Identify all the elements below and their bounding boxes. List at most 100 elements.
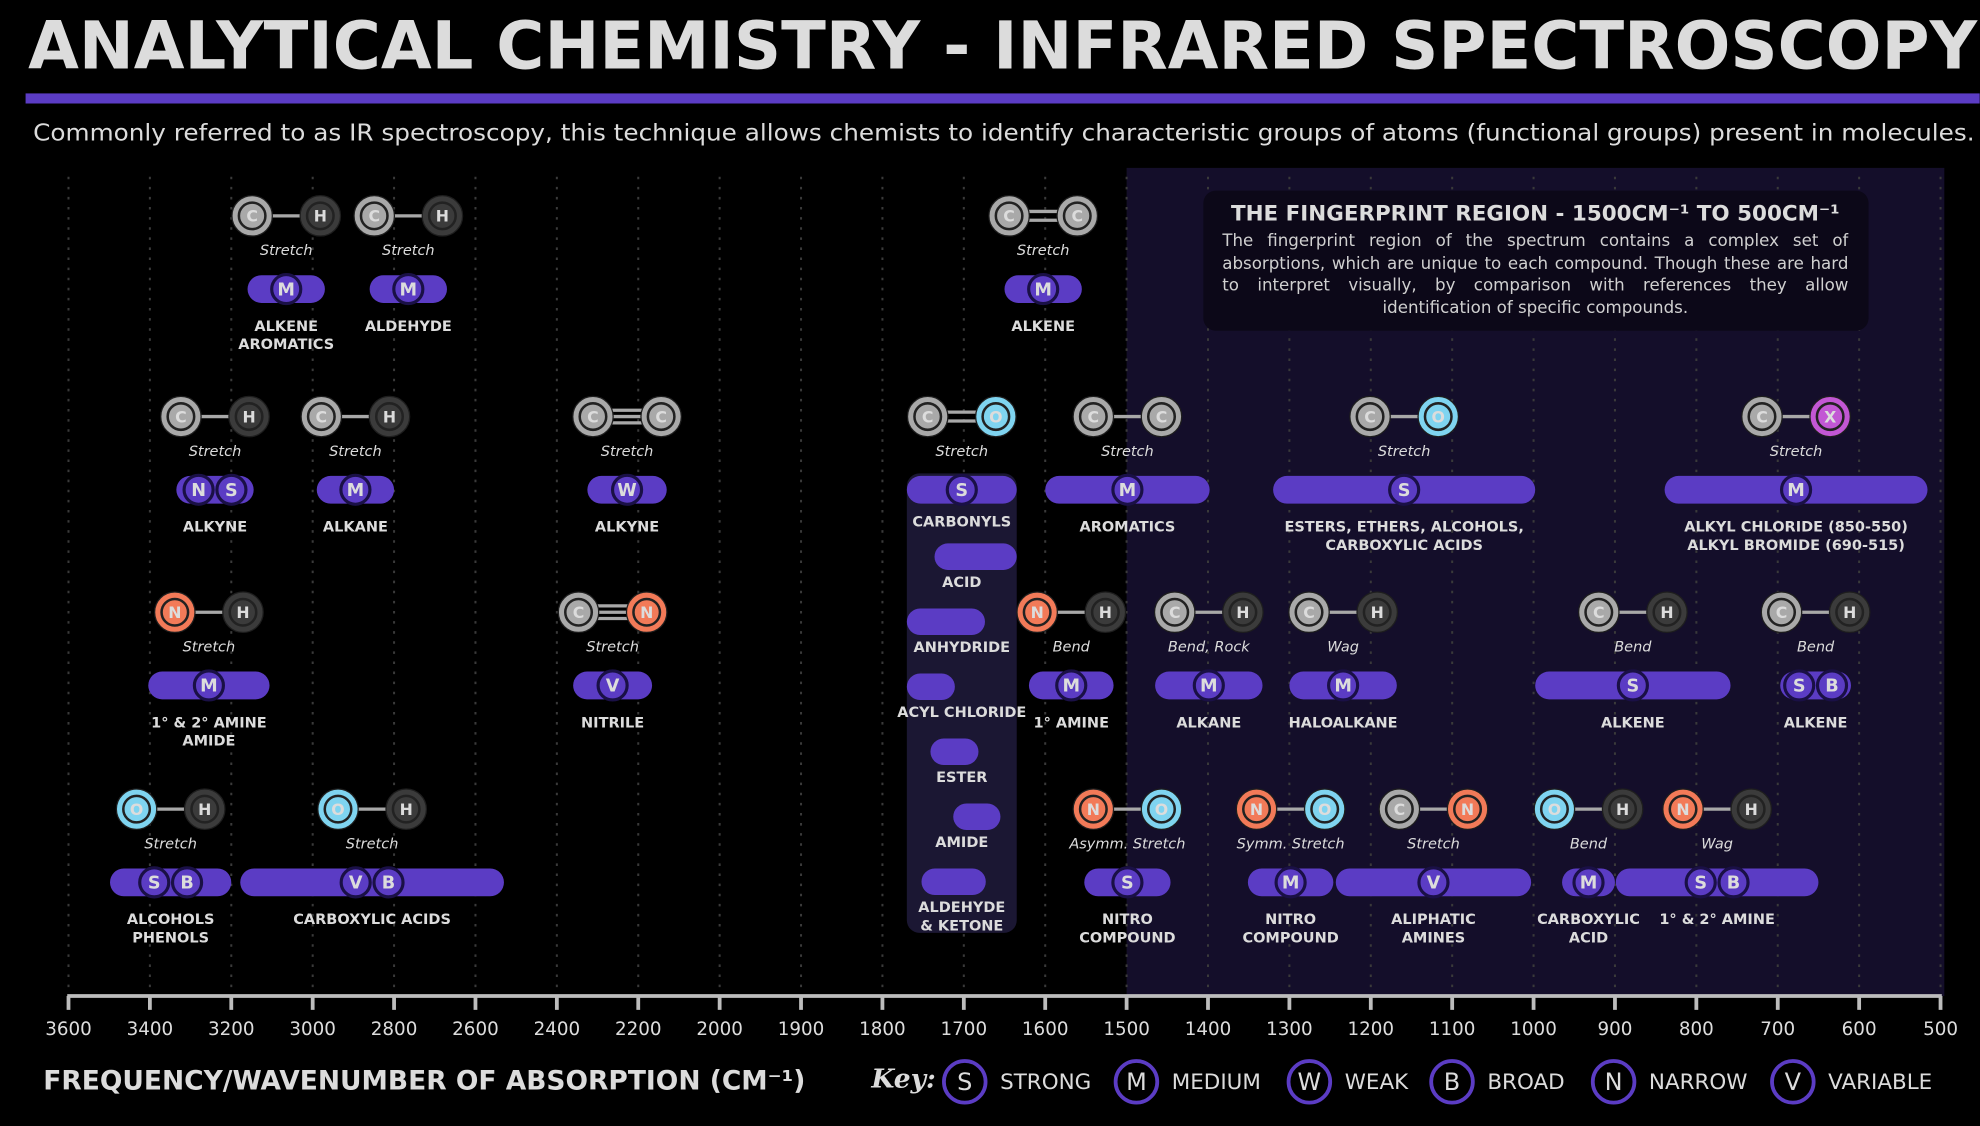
band-label: CARBONYLS: [912, 515, 1011, 531]
x-axis-label: FREQUENCY/WAVENUMBER OF ABSORPTION (CM⁻¹…: [43, 1065, 805, 1096]
atom-ring: [160, 597, 190, 627]
intensity-badge: [1815, 669, 1849, 702]
intensity-badge: [610, 473, 644, 506]
x-tick-label: 700: [1760, 1019, 1795, 1040]
key-letter: N: [1605, 1068, 1623, 1096]
mode-label: Stretch: [1378, 444, 1431, 460]
intensity-badge: [1327, 669, 1360, 702]
band-label: PHENOLS: [132, 931, 209, 947]
intensity-badge: [945, 473, 978, 506]
atom-letter: H: [198, 800, 211, 819]
atom-ring: [1668, 794, 1698, 824]
atom-letter: H: [1616, 800, 1629, 819]
atom-ring: [1078, 794, 1108, 824]
key-badge: [1113, 1059, 1160, 1105]
fingerprint-title: THE FINGERPRINT REGION - 1500CM⁻¹ TO 500…: [1231, 202, 1840, 227]
band-label: CARBOXYLIC: [1537, 912, 1640, 928]
mode-label: Stretch: [1101, 444, 1154, 460]
mode-label: Stretch: [144, 837, 197, 853]
mode-label: Asymm. Stretch: [1068, 837, 1185, 853]
band-label: ALKYL BROMIDE (690-515): [1687, 538, 1905, 554]
intensity-badge: [392, 272, 425, 306]
intensity-letter: W: [617, 481, 636, 501]
intensity-letter: V: [1427, 874, 1441, 894]
atom-letter: C: [1394, 800, 1406, 819]
intensity-letter: B: [1825, 677, 1838, 697]
x-tick-label: 1300: [1266, 1019, 1313, 1040]
intensity-letter: V: [349, 874, 363, 894]
atom-letter: N: [1461, 800, 1474, 819]
mode-label: Stretch: [601, 444, 654, 460]
atom-letter: C: [1071, 207, 1083, 226]
atom-ring: [1736, 794, 1766, 824]
intensity-letter: M: [1787, 481, 1805, 501]
atom-letter: C: [316, 407, 328, 426]
intensity-badge: [1111, 473, 1144, 506]
band-bar: [110, 868, 232, 897]
atom-letter: C: [246, 207, 258, 226]
atom-ring: [1242, 794, 1272, 824]
mode-label: Stretch: [189, 444, 242, 460]
intensity-letter: M: [1580, 874, 1598, 894]
mode-label: Stretch: [183, 640, 236, 656]
atom-letter: N: [1250, 800, 1263, 819]
intensity-letter: M: [1282, 874, 1300, 894]
atom-ring: [1423, 402, 1453, 432]
mode-label: Stretch: [329, 444, 382, 460]
intensity-letter: M: [1200, 677, 1218, 697]
atom-ring: [190, 794, 220, 824]
atom-letter: C: [922, 407, 934, 426]
atom-letter: H: [1843, 603, 1856, 622]
atom-ring: [1815, 402, 1845, 432]
band-label: ACID: [942, 575, 981, 591]
band-label: ANHYDRIDE: [914, 640, 1011, 656]
atom-ring: [1384, 794, 1414, 824]
x-tick-label: 900: [1597, 1019, 1632, 1040]
x-tick-label: 3000: [289, 1019, 336, 1040]
atom-ring: [1090, 597, 1120, 627]
atom-ring: [1608, 794, 1638, 824]
band-label: 1° & 2° AMINE: [151, 715, 267, 731]
atom-ring: [1228, 597, 1258, 627]
key-label: VARIABLE: [1828, 1070, 1932, 1095]
sub-bar: [930, 738, 979, 765]
band-label: AROMATICS: [1079, 520, 1175, 536]
key-badge: [1590, 1059, 1637, 1105]
atom-ring: [646, 402, 676, 432]
atom-letter: H: [314, 207, 327, 226]
band-label: NITRILE: [581, 715, 644, 731]
group-box: [906, 473, 1017, 933]
intensity-letter: S: [225, 481, 238, 501]
atom-letter: N: [640, 603, 653, 622]
intensity-badge: [138, 866, 171, 899]
x-tick-label: 3600: [45, 1019, 92, 1040]
key-letter: M: [1126, 1068, 1147, 1096]
band-label: ALKYL CHLORIDE (850-550): [1684, 520, 1908, 536]
x-tick-label: 1700: [941, 1019, 988, 1040]
atom-ring: [632, 597, 662, 627]
key-badge: [942, 1059, 988, 1105]
atom-ring: [1652, 597, 1682, 627]
intensity-letter: M: [1062, 677, 1080, 697]
atom-letter: O: [1548, 800, 1561, 819]
mode-label: Bend: [1614, 640, 1652, 656]
key-label: STRONG: [1000, 1070, 1091, 1095]
intensity-letter: B: [1727, 874, 1740, 894]
band-label: ALKENE: [254, 319, 318, 335]
sub-bar: [953, 803, 1001, 830]
x-tick-label: 1200: [1347, 1019, 1394, 1040]
atom-letter: C: [1756, 407, 1768, 426]
atom-ring: [166, 402, 196, 432]
key-label: MEDIUM: [1172, 1070, 1261, 1095]
sub-bar: [934, 543, 1017, 570]
atom-letter: C: [587, 407, 599, 426]
key-label: BROAD: [1487, 1070, 1564, 1095]
band-label: ALKYNE: [183, 520, 247, 536]
key-label: NARROW: [1649, 1070, 1748, 1095]
intensity-letter: M: [347, 481, 365, 501]
x-tick-label: 1900: [778, 1019, 825, 1040]
fingerprint-text: The fingerprint region of the spectrum c…: [1222, 232, 1849, 318]
band-label: AMIDE: [935, 835, 988, 851]
atom-ring: [1062, 201, 1092, 231]
title-underline: [25, 93, 1980, 104]
